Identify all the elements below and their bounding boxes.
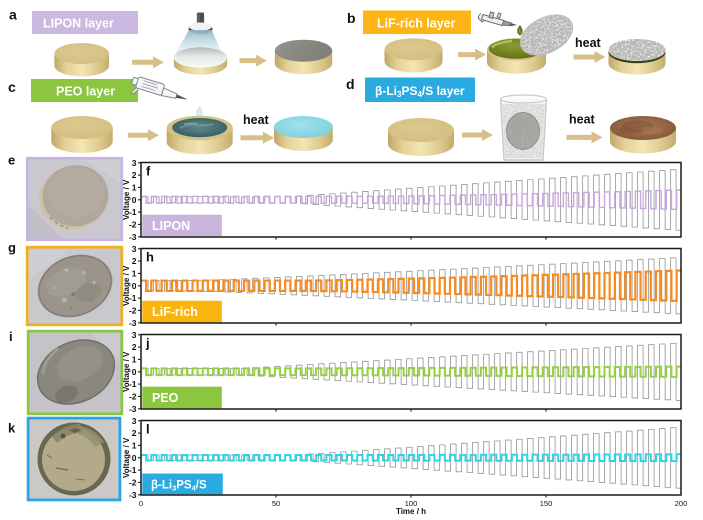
- svg-text:-3: -3: [129, 232, 137, 242]
- svg-text:3: 3: [132, 158, 137, 168]
- svg-text:-3: -3: [129, 404, 137, 414]
- svg-text:k: k: [8, 421, 16, 436]
- svg-text:heat: heat: [243, 113, 270, 127]
- svg-text:-2: -2: [129, 305, 137, 315]
- svg-text:-1: -1: [129, 379, 137, 389]
- svg-text:Voltage / V: Voltage / V: [122, 179, 131, 220]
- svg-text:-3: -3: [129, 318, 137, 328]
- svg-text:1: 1: [132, 268, 137, 278]
- svg-text:1: 1: [132, 182, 137, 192]
- svg-text:PEO layer: PEO layer: [56, 85, 115, 99]
- svg-text:100: 100: [405, 499, 418, 508]
- svg-text:-2: -2: [129, 391, 137, 401]
- svg-text:2: 2: [132, 170, 137, 180]
- svg-text:2: 2: [132, 256, 137, 266]
- svg-text:50: 50: [272, 499, 280, 508]
- svg-text:200: 200: [675, 499, 688, 508]
- svg-text:1: 1: [132, 440, 137, 450]
- svg-text:0: 0: [132, 453, 137, 463]
- svg-text:LIPON layer: LIPON layer: [43, 17, 114, 31]
- svg-text:3: 3: [132, 416, 137, 426]
- svg-text:-3: -3: [129, 490, 137, 500]
- svg-text:-1: -1: [129, 293, 137, 303]
- svg-text:Time / h: Time / h: [396, 507, 426, 515]
- svg-text:0: 0: [132, 367, 137, 377]
- svg-text:PEO: PEO: [152, 391, 179, 405]
- svg-text:g: g: [8, 240, 16, 255]
- svg-text:2: 2: [132, 428, 137, 438]
- svg-text:-1: -1: [129, 207, 137, 217]
- svg-text:LIPON: LIPON: [152, 219, 190, 233]
- svg-text:a: a: [9, 7, 17, 23]
- svg-text:2: 2: [132, 342, 137, 352]
- svg-text:j: j: [145, 336, 150, 351]
- svg-text:150: 150: [540, 499, 553, 508]
- svg-text:β-Li3PS4/S: β-Li3PS4/S: [151, 480, 207, 493]
- svg-text:h: h: [146, 250, 154, 265]
- svg-text:-2: -2: [129, 477, 137, 487]
- svg-text:e: e: [8, 153, 15, 168]
- svg-text:0: 0: [132, 281, 137, 291]
- svg-text:l: l: [146, 422, 150, 437]
- svg-text:3: 3: [132, 244, 137, 254]
- svg-text:Voltage / V: Voltage / V: [122, 265, 131, 306]
- svg-text:d: d: [346, 76, 355, 92]
- svg-text:-2: -2: [129, 219, 137, 229]
- svg-text:i: i: [9, 329, 13, 344]
- svg-text:heat: heat: [569, 113, 596, 127]
- svg-text:Voltage / V: Voltage / V: [122, 351, 131, 392]
- svg-text:c: c: [8, 79, 16, 95]
- svg-text:Voltage / V: Voltage / V: [122, 437, 131, 478]
- svg-text:b: b: [347, 10, 356, 26]
- svg-text:LiF-rich layer: LiF-rich layer: [377, 17, 456, 31]
- svg-text:1: 1: [132, 354, 137, 364]
- svg-text:3: 3: [132, 330, 137, 340]
- svg-text:-1: -1: [129, 465, 137, 475]
- svg-text:0: 0: [139, 499, 143, 508]
- svg-text:f: f: [146, 164, 151, 179]
- svg-text:heat: heat: [575, 36, 602, 50]
- svg-text:0: 0: [132, 195, 137, 205]
- svg-text:LiF-rich: LiF-rich: [152, 305, 198, 319]
